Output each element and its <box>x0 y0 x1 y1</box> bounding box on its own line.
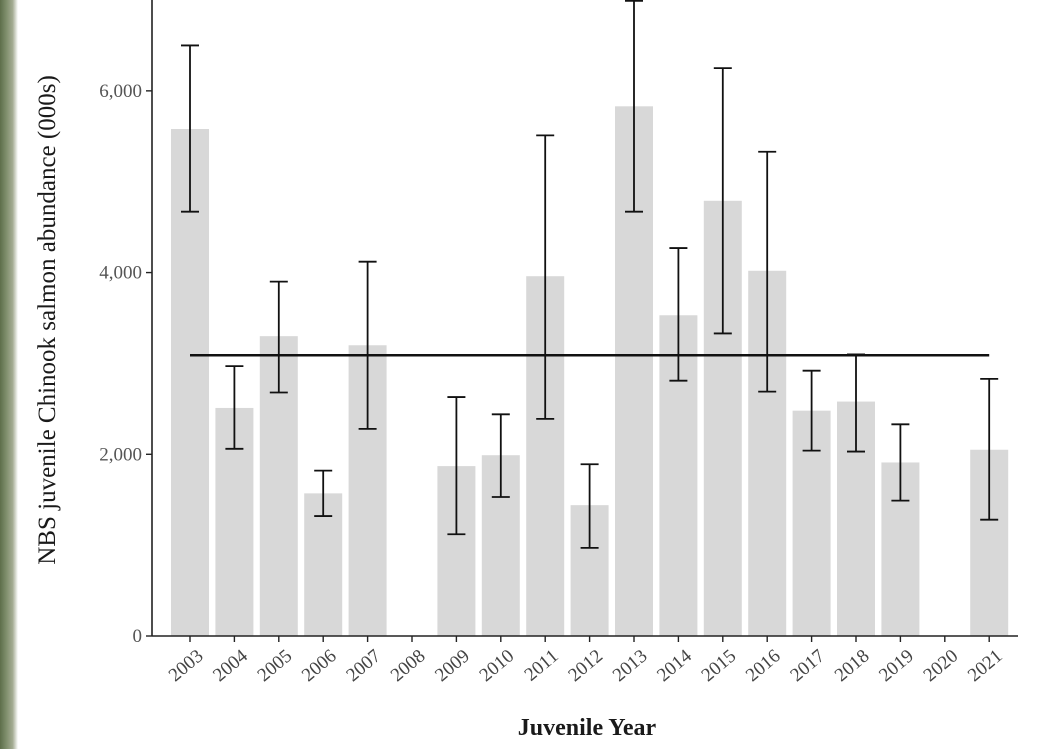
x-tick-label: 2004 <box>209 645 252 686</box>
bars-layer <box>171 106 1009 636</box>
x-tick-label: 2011 <box>521 646 563 686</box>
x-tick-label: 2017 <box>786 646 829 687</box>
y-tick-label: 6,000 <box>99 81 142 102</box>
axes-layer <box>146 0 1018 642</box>
error-bar-2011 <box>536 134 555 420</box>
error-bar-2003 <box>181 44 199 213</box>
error-bar-2004 <box>225 365 244 450</box>
error-bar-2013 <box>625 0 643 213</box>
x-tick-label: 2013 <box>609 646 652 687</box>
y-tick-label: 2,000 <box>99 444 142 465</box>
error-bar-2007 <box>358 260 377 430</box>
x-tick-label: 2008 <box>387 646 430 687</box>
bar-2006 <box>304 493 343 636</box>
x-tick-label: 2019 <box>875 646 918 687</box>
error-bar-2012 <box>580 463 599 549</box>
error-bar-2010 <box>491 413 510 498</box>
y-tick-label: 4,000 <box>99 263 142 284</box>
background-photo-edge <box>0 0 18 749</box>
error-bar-2009 <box>447 396 466 536</box>
error-bar-2017 <box>802 369 821 452</box>
x-tick-label: 2007 <box>342 646 385 687</box>
error-bar-2014 <box>669 247 688 382</box>
x-tick-label: 2005 <box>254 646 297 687</box>
error-bar-2005 <box>269 280 288 394</box>
x-tick-label: 2010 <box>476 646 519 687</box>
error-bar-2006 <box>314 469 333 517</box>
y-tick-label: 0 <box>133 626 143 647</box>
error-bar-2019 <box>891 423 910 502</box>
x-tick-label: 2012 <box>564 646 607 687</box>
y-axis-title: NBS juvenile Chinook salmon abundance (0… <box>34 75 61 565</box>
x-tick-label: 2020 <box>920 646 963 687</box>
error-bar-2016 <box>758 150 777 393</box>
x-tick-label: 2014 <box>653 645 696 686</box>
x-tick-label: 2015 <box>698 646 741 687</box>
x-tick-label: 2021 <box>964 646 1007 687</box>
error-bar-2021 <box>980 377 999 521</box>
x-tick-label: 2006 <box>298 646 341 687</box>
x-tick-label: 2016 <box>742 646 785 687</box>
bar-2003 <box>171 129 209 636</box>
x-tick-label: 2003 <box>165 646 208 687</box>
x-axis-title: Juvenile Year <box>518 715 657 741</box>
x-tick-label: 2018 <box>831 646 874 687</box>
error-bars-layer <box>181 0 999 549</box>
x-tick-label: 2009 <box>431 646 474 687</box>
error-bar-2015 <box>713 67 732 335</box>
